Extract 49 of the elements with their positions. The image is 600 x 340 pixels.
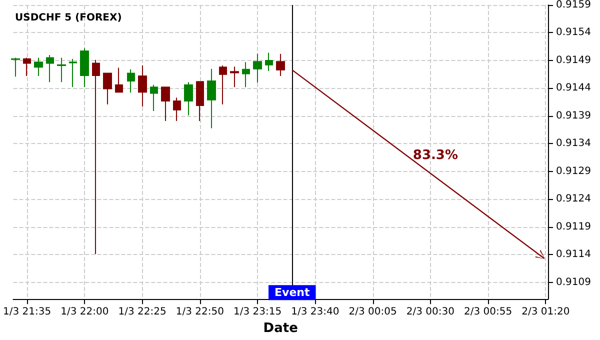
annotation: 83.3% <box>412 148 458 163</box>
x-tick-label: 2/3 01:20 <box>522 306 570 318</box>
candlestick <box>219 64 227 105</box>
y-tick-label: 0.9109 <box>556 276 591 288</box>
candlestick <box>150 84 158 112</box>
x-tick-label: 2/3 00:55 <box>464 306 512 318</box>
candlestick <box>57 57 66 83</box>
candlestick <box>23 57 31 77</box>
candlestick <box>276 53 285 77</box>
x-tick-label: 1/3 23:40 <box>291 306 340 318</box>
y-tick-label: 0.9144 <box>556 82 591 94</box>
x-tick-label: 1/3 22:50 <box>176 306 224 318</box>
y-tick-label: 0.9139 <box>556 110 591 122</box>
x-axis-title: Date <box>263 321 298 336</box>
candlestick <box>138 64 147 108</box>
candlestick <box>11 57 20 78</box>
y-tick-label: 0.9119 <box>556 221 591 232</box>
text: USDCHF 5 (FOREX) <box>15 12 122 24</box>
candlestick <box>103 72 112 105</box>
ref-line-label: Event <box>274 286 310 300</box>
candlestick <box>207 68 216 129</box>
candlestick <box>196 81 204 122</box>
candlestick <box>92 59 100 255</box>
x-tick-label: 1/3 22:00 <box>60 306 109 318</box>
candlestick <box>230 66 239 88</box>
y-tick-label: 0.9134 <box>556 138 591 150</box>
candlestick <box>242 62 250 88</box>
y-tick-label: 0.9124 <box>556 194 591 205</box>
candlestick <box>265 52 273 72</box>
candlestick <box>184 82 193 116</box>
x-tick-label: 1/3 22:25 <box>118 306 166 318</box>
candlestick <box>34 57 43 77</box>
y-tick-label: 0.9129 <box>556 166 591 177</box>
candlestick <box>253 53 262 84</box>
x-tick-label: 2/3 00:05 <box>348 306 397 318</box>
x-tick-label: 2/3 00:30 <box>406 306 454 318</box>
candlestick <box>127 68 135 94</box>
y-tick-label: 0.9154 <box>556 27 591 38</box>
candlestick <box>80 48 89 88</box>
candlestick <box>161 86 170 122</box>
candlestick <box>115 67 123 94</box>
y-tick-label: 0.9149 <box>556 54 591 66</box>
candlestick <box>69 58 77 88</box>
candlestick <box>46 54 54 83</box>
x-tick-label: 1/3 23:15 <box>234 306 282 318</box>
candlestick <box>173 97 181 122</box>
y-tick-label: 0.9114 <box>556 249 591 260</box>
y-tick-label: 0.9159 <box>556 0 591 10</box>
x-tick-label: 1/3 21:35 <box>3 306 52 318</box>
